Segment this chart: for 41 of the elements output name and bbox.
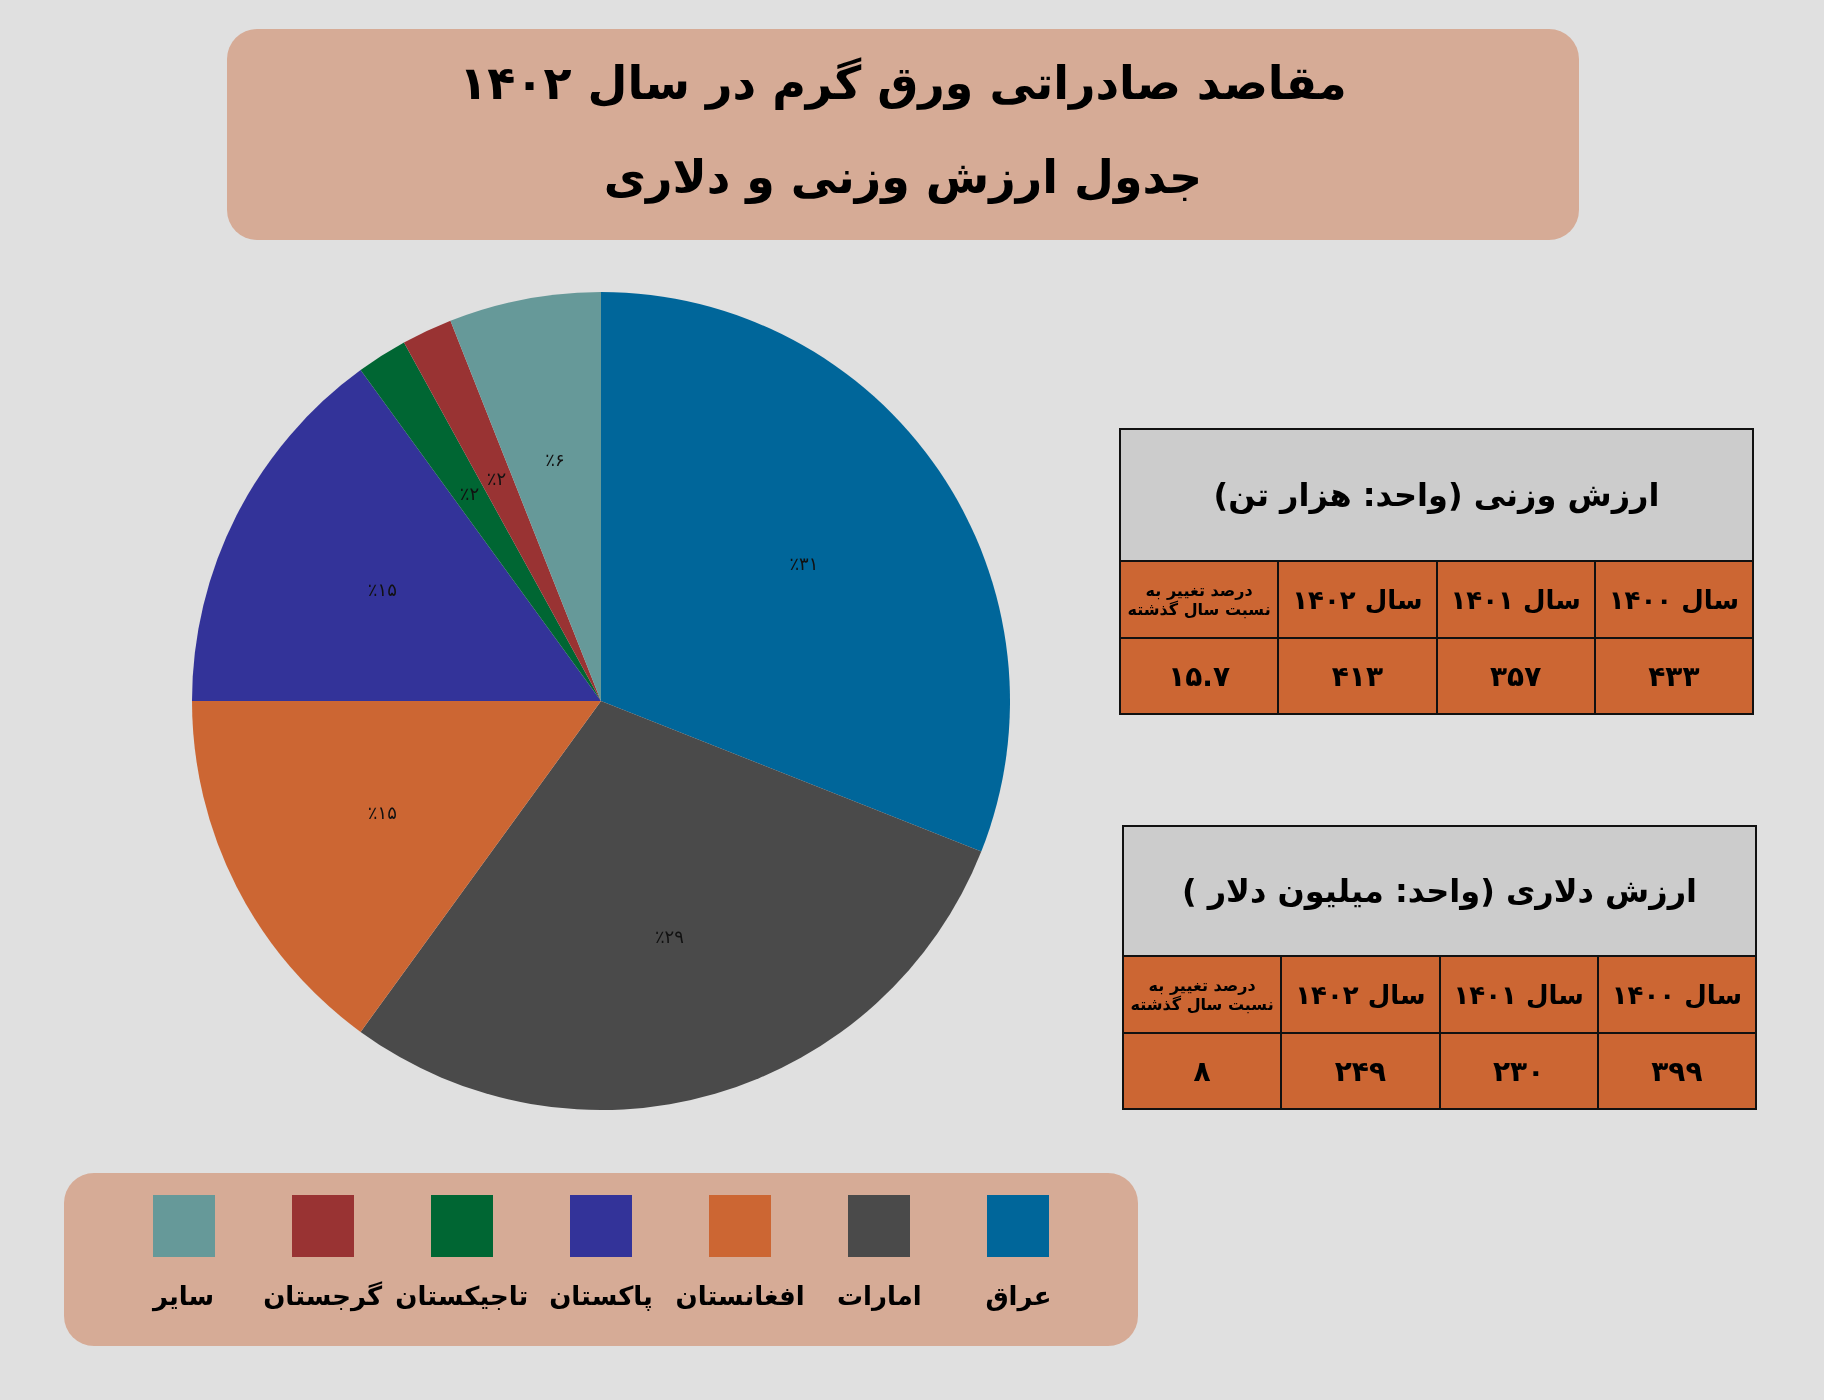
legend-label: عراق [984, 1281, 1053, 1311]
data-label: ۸ [1123, 1033, 1282, 1109]
data-label: ۲۴۹ [1281, 1033, 1440, 1109]
legend-label: امارات [836, 1281, 922, 1311]
category-label: سال ۱۴۰۱ [1439, 956, 1598, 1033]
data-label: ٪۳۱ [789, 552, 819, 574]
data-label: ۳۹۹ [1597, 1033, 1756, 1109]
legend-label: سایر [151, 1281, 216, 1311]
legend-label: افغانستان [674, 1281, 806, 1311]
pie-slice [403, 320, 601, 701]
legend-label: تاجیکستان [394, 1281, 530, 1311]
data-label: ٪۱۵ [367, 801, 397, 823]
pie-slice [360, 342, 601, 701]
data-label: ٪۶ [545, 449, 565, 471]
pie-slice [360, 701, 982, 1110]
data-label: ۴۱۳ [1278, 638, 1437, 714]
data-label: ٪۲۹ [654, 926, 684, 948]
data-label: ۲۳۰ [1439, 1033, 1598, 1109]
data-label: ٪۲ [459, 483, 480, 505]
category-label: درصد تغییر به نسبت سال گذشته [1120, 561, 1279, 638]
data-label: ٪۱۵ [367, 579, 397, 601]
category-label: درصد تغییر به نسبت سال گذشته [1123, 956, 1282, 1033]
text: ارزش وزنی (واحد: هزار تن) [1120, 429, 1753, 561]
data-label: ۱۵.۷ [1120, 638, 1279, 714]
pie-slice [601, 292, 1010, 852]
data-label: ۳۵۷ [1436, 638, 1595, 714]
pie-slice [450, 292, 601, 701]
legend-label: گرجستان [263, 1281, 383, 1311]
data-label: ٪۲ [486, 468, 507, 490]
legend-label: پاکستان [549, 1281, 653, 1311]
chart-subtitle: جدول ارزش وزنی و دلاری [602, 150, 1204, 204]
pie-slice [192, 370, 601, 701]
category-label: سال ۱۴۰۱ [1436, 561, 1595, 638]
category-label: سال ۱۴۰۰ [1594, 561, 1753, 638]
category-label: سال ۱۴۰۰ [1597, 956, 1756, 1033]
data-label: ۴۳۳ [1594, 638, 1753, 714]
chart-title: مقاصد صادراتی ورق گرم در سال ۱۴۰۲ [458, 56, 1348, 110]
category-label: سال ۱۴۰۲ [1281, 956, 1440, 1033]
category-label: سال ۱۴۰۲ [1278, 561, 1437, 638]
pie-slice [192, 701, 601, 1032]
text: ارزش دلاری (واحد: میلیون دلار ) [1123, 826, 1756, 956]
